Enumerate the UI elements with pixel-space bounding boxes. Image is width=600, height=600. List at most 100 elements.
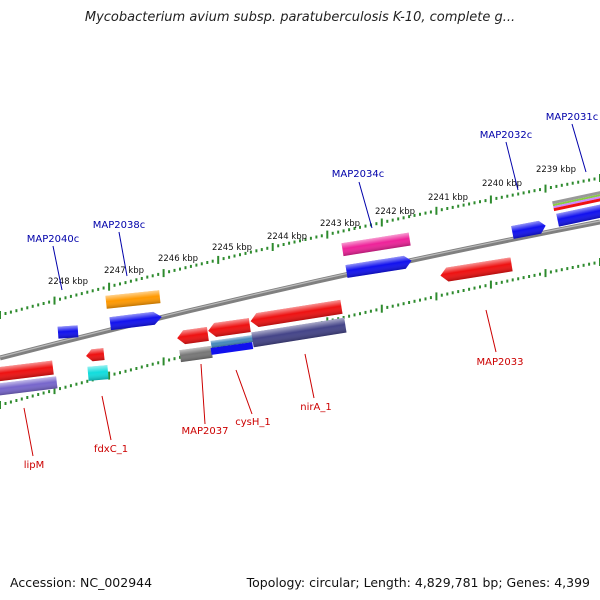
- outer-tick-minor: [304, 238, 307, 241]
- outer-tick-minor: [528, 190, 531, 194]
- outer-tick-minor: [522, 191, 525, 195]
- outer-tick-major: [0, 311, 1, 319]
- inner-tick-minor: [560, 268, 563, 272]
- kbp-label: 2247 kbp: [104, 266, 144, 276]
- leader-map2033: [485, 309, 497, 353]
- genome-backbone: [0, 219, 600, 361]
- outer-tick-minor: [500, 195, 503, 199]
- label-map2037: MAP2037: [182, 426, 229, 437]
- outer-tick-minor: [408, 215, 411, 219]
- inner-tick-minor: [80, 381, 83, 385]
- outer-tick-minor: [320, 234, 323, 238]
- outer-tick-minor: [42, 302, 45, 305]
- inner-tick-minor: [124, 369, 127, 373]
- inner-tick-minor: [140, 365, 143, 369]
- outer-tick-minor: [299, 239, 301, 243]
- inner-tick-minor: [113, 372, 116, 376]
- outer-tick-minor: [64, 296, 67, 300]
- outer-tick-minor: [4, 312, 7, 315]
- inner-tick-minor: [506, 279, 509, 283]
- outer-tick-minor: [353, 227, 356, 230]
- outer-tick-minor: [9, 310, 12, 314]
- leader-cysh-1: [235, 369, 253, 415]
- inner-tick-minor: [528, 275, 531, 278]
- inner-tick-minor: [135, 367, 138, 370]
- outer-tick-minor: [31, 304, 34, 308]
- outer-tick-minor: [277, 244, 280, 248]
- outer-tick-minor: [419, 212, 421, 216]
- kbp-label: 2243 kbp: [320, 219, 360, 229]
- inner-tick-minor: [48, 390, 51, 394]
- outer-tick-minor: [20, 307, 23, 311]
- outer-tick-minor: [244, 251, 247, 255]
- outer-tick-minor: [135, 278, 138, 282]
- outer-tick-minor: [69, 294, 72, 298]
- label-leader-lines: [23, 123, 587, 457]
- inner-tick-major: [53, 386, 56, 395]
- outer-tick-minor: [211, 259, 214, 263]
- outer-tick-minor: [75, 293, 78, 297]
- inner-tick-minor: [424, 297, 427, 301]
- inner-tick-minor: [582, 263, 585, 267]
- label-map2038c: MAP2038c: [93, 220, 145, 231]
- outer-tick-minor: [80, 292, 83, 296]
- gene-cysh-1[interactable]: [210, 342, 254, 355]
- outer-tick-minor: [119, 282, 121, 286]
- inner-tick-minor: [353, 313, 356, 317]
- kbp-label: 2246 kbp: [158, 254, 198, 264]
- outer-tick-minor: [386, 219, 389, 223]
- outer-tick-minor: [571, 181, 574, 185]
- outer-tick-minor: [260, 248, 263, 252]
- outer-tick-minor: [315, 235, 318, 239]
- outer-tick-minor: [151, 274, 154, 278]
- kbp-label: 2240 kbp: [482, 179, 522, 189]
- outer-tick-minor: [91, 289, 94, 293]
- outer-tick-major: [217, 255, 220, 264]
- accession-text: Accession: NC_002944: [10, 575, 153, 590]
- outer-tick-major: [380, 218, 383, 227]
- outer-tick-minor: [37, 303, 40, 307]
- inner-tick-minor: [64, 385, 67, 389]
- inner-tick-minor: [168, 358, 171, 362]
- label-map2034c: MAP2034c: [332, 169, 384, 180]
- outer-tick-minor: [364, 224, 367, 228]
- outer-tick-minor: [146, 275, 149, 279]
- outer-tick-minor: [86, 290, 89, 294]
- outer-tick-minor: [577, 180, 580, 184]
- inner-tick-minor: [429, 296, 432, 300]
- outer-tick-minor: [179, 267, 181, 271]
- outer-tick-minor: [446, 207, 449, 210]
- outer-tick-major: [326, 230, 329, 239]
- inner-tick-minor: [484, 284, 487, 288]
- kbp-label: 2242 kbp: [375, 207, 415, 217]
- inner-tick-minor: [42, 391, 45, 395]
- inner-tick-minor: [462, 289, 465, 292]
- gene-features: [0, 190, 600, 396]
- inner-tick-minor: [59, 387, 61, 391]
- inner-tick-minor: [386, 305, 389, 309]
- inner-tick-major: [162, 357, 165, 366]
- outer-tick-minor: [309, 236, 312, 240]
- inner-tick-minor: [4, 402, 7, 405]
- outer-tick-minor: [173, 268, 176, 272]
- inner-tick-minor: [391, 304, 394, 308]
- inner-tick-minor: [413, 299, 416, 303]
- outer-tick-minor: [255, 249, 258, 253]
- inner-tick-minor: [571, 266, 574, 269]
- inner-tick-minor: [577, 264, 580, 268]
- outer-tick-minor: [457, 204, 460, 208]
- inner-tick-minor: [588, 262, 591, 266]
- outer-tick-dots: [0, 174, 600, 319]
- gene-map2031c-multi[interactable]: [552, 190, 600, 205]
- inner-tick-major: [108, 371, 111, 380]
- label-map2040c: MAP2040c: [27, 234, 79, 245]
- inner-tick-minor: [555, 269, 558, 273]
- outer-tick-minor: [413, 213, 416, 217]
- outer-tick-minor: [582, 179, 585, 183]
- inner-tick-minor: [522, 276, 525, 280]
- inner-tick-minor: [37, 393, 40, 396]
- outer-tick-major: [271, 243, 274, 251]
- inner-tick-minor: [457, 290, 460, 294]
- inner-tick-minor: [397, 303, 400, 307]
- outer-tick-minor: [555, 184, 558, 188]
